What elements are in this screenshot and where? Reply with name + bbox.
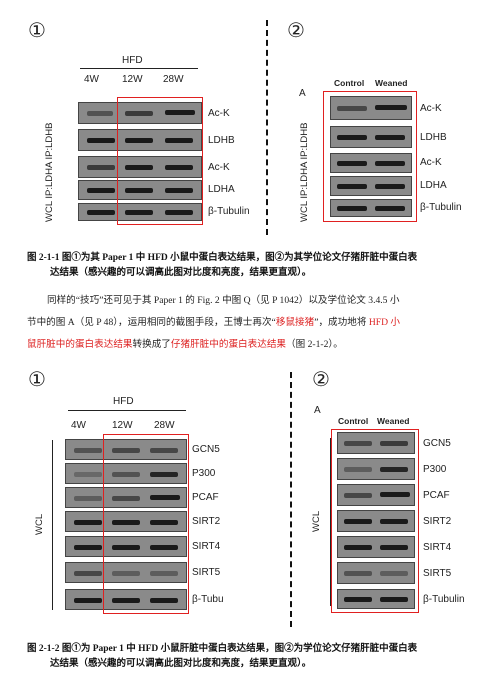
lane-label: 12W xyxy=(122,74,143,85)
row-label: Ac-K xyxy=(208,108,230,119)
row-label: SIRT4 xyxy=(192,541,221,552)
blot-strip xyxy=(78,180,202,200)
highlight-box xyxy=(117,97,203,225)
side-label: WCL xyxy=(311,510,322,532)
blot-strip xyxy=(65,487,187,508)
highlight-box xyxy=(331,429,419,613)
row-label: LDHB xyxy=(420,132,447,143)
row-label: Ac-K xyxy=(420,103,442,114)
blot-strip xyxy=(330,176,412,196)
figure-number-2-right: ② xyxy=(312,367,330,391)
blot-strip xyxy=(78,203,202,221)
row-label: LDHA xyxy=(420,180,447,191)
body-paragraph: 同样的“技巧”还可见于其 Paper 1 的 Fig. 2 中图 Q（见 P 1… xyxy=(27,290,487,356)
lane-label: 4W xyxy=(84,74,99,85)
side-bracket xyxy=(52,440,53,610)
blot-strip xyxy=(337,458,415,480)
corner-label: A xyxy=(314,405,321,416)
text-run-red: 移鼠接猪 xyxy=(275,317,315,328)
figure-caption-2: 图 2-1-2 图①为 Paper 1 中 HFD 小鼠肝脏中蛋白表达结果，图②… xyxy=(27,642,487,672)
highlight-box xyxy=(103,434,189,614)
blot-strip xyxy=(337,562,415,584)
blot-strip xyxy=(330,199,412,217)
row-label: PCAF xyxy=(423,490,450,501)
lane-label: Weaned xyxy=(377,416,410,426)
row-label: SIRT4 xyxy=(423,542,452,553)
row-label: β-Tubulin xyxy=(423,594,465,605)
blot-strip xyxy=(337,589,415,609)
figure-caption-1: 图 2-1-1 图①为其 Paper 1 中 HFD 小鼠中蛋白表达结果，图②为… xyxy=(27,251,487,281)
row-label: Ac-K xyxy=(208,162,230,173)
paragraph-line: 节中的图 A（见 P 48），运用相同的截图手段，王博士再次“移鼠接猪”，成功地… xyxy=(27,312,487,334)
blot-strip xyxy=(337,510,415,532)
lane-label: 12W xyxy=(112,420,133,431)
group-label: HFD xyxy=(113,396,134,407)
blot-strip xyxy=(78,102,202,124)
group-bracket xyxy=(68,410,186,411)
side-bracket xyxy=(330,438,331,606)
row-label: β-Tubu xyxy=(192,594,224,605)
side-label: WCL IP:LDHA IP:LDHB xyxy=(299,122,310,222)
blot-strip xyxy=(330,126,412,148)
highlight-box xyxy=(323,91,417,222)
side-label: WCL IP:LDHA IP:LDHB xyxy=(44,122,55,222)
blot-strip xyxy=(65,589,187,610)
divider-line-1 xyxy=(266,20,268,235)
row-label: β-Tubulin xyxy=(420,202,462,213)
figure-number-1-left: ① xyxy=(28,18,46,42)
corner-label: A xyxy=(299,88,306,99)
divider-line-2 xyxy=(290,372,292,627)
blot-strip xyxy=(65,562,187,583)
row-label: SIRT5 xyxy=(423,568,452,579)
row-label: P300 xyxy=(423,464,447,475)
lane-label: Control xyxy=(338,416,369,426)
row-label: β-Tubulin xyxy=(208,206,250,217)
blot-strip xyxy=(65,536,187,557)
row-label: PCAF xyxy=(192,492,219,503)
blot-strip xyxy=(65,463,187,484)
row-label: GCN5 xyxy=(192,444,220,455)
text-run-red: HFD 小 xyxy=(368,317,401,328)
caption-line: 图 2-1-1 图①为其 Paper 1 中 HFD 小鼠中蛋白表达结果，图②为… xyxy=(27,253,418,263)
blot-strip xyxy=(330,153,412,173)
row-label: Ac-K xyxy=(420,157,442,168)
blot-strip xyxy=(78,156,202,178)
row-label: LDHA xyxy=(208,184,235,195)
row-label: GCN5 xyxy=(423,438,451,449)
blot-strip xyxy=(65,439,187,460)
text-run: 节中的图 A（见 P 48），运用相同的截图手段，王博士再次“ xyxy=(27,317,276,328)
row-label: P300 xyxy=(192,468,216,479)
paragraph-line: 鼠肝脏中的蛋白表达结果转换成了仔猪肝脏中的蛋白表达结果（图 2-1-2）。 xyxy=(27,334,487,356)
row-label: SIRT5 xyxy=(192,567,221,578)
lane-label: Weaned xyxy=(375,78,408,88)
text-run: 转换成了 xyxy=(132,339,171,350)
blot-strip xyxy=(337,484,415,506)
group-bracket xyxy=(80,68,198,69)
row-label: LDHB xyxy=(208,135,235,146)
figure-number-2-left: ① xyxy=(28,367,46,391)
blot-strip xyxy=(337,536,415,558)
blot-strip xyxy=(65,511,187,532)
blot-strip xyxy=(78,129,202,151)
text-run-red: 仔猪肝脏中的蛋白表达结果 xyxy=(170,339,287,350)
row-label: SIRT2 xyxy=(423,516,452,527)
lane-label: Control xyxy=(334,78,365,88)
blot-strip xyxy=(337,432,415,454)
group-label: HFD xyxy=(122,55,143,66)
caption-line: 图 2-1-2 图①为 Paper 1 中 HFD 小鼠肝脏中蛋白表达结果，图②… xyxy=(27,644,418,654)
paragraph-line: 同样的“技巧”还可见于其 Paper 1 的 Fig. 2 中图 Q（见 P 1… xyxy=(47,295,400,306)
text-run: ”，成功地将 xyxy=(314,317,369,328)
text-run-red: 鼠肝脏中的蛋白表达结果 xyxy=(27,339,133,350)
text-run: （图 2-1-2）。 xyxy=(286,339,343,350)
caption-line: 达结果（感兴趣的可以调高此图对比度和亮度，结果更直观）。 xyxy=(50,659,312,669)
figure-number-1-right: ② xyxy=(287,18,305,42)
caption-line: 达结果（感兴趣的可以调高此图对比度和亮度，结果更直观）。 xyxy=(50,268,312,278)
row-label: SIRT2 xyxy=(192,516,221,527)
lane-label: 28W xyxy=(163,74,184,85)
blot-strip xyxy=(330,96,412,120)
lane-label: 4W xyxy=(71,420,86,431)
side-label: WCL xyxy=(34,513,45,535)
lane-label: 28W xyxy=(154,420,175,431)
